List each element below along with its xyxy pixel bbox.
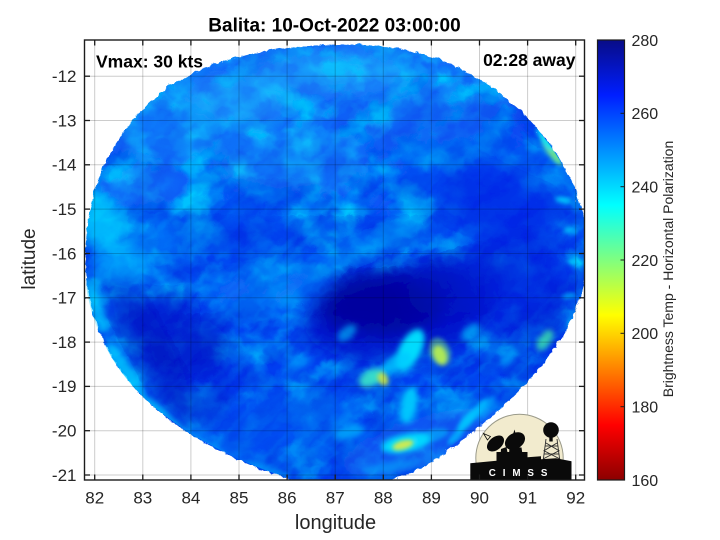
- svg-text:CIMSS: CIMSS: [489, 468, 555, 479]
- svg-text:85: 85: [230, 489, 249, 508]
- svg-text:-19: -19: [52, 377, 77, 396]
- svg-text:-12: -12: [52, 67, 77, 86]
- svg-text:91: 91: [518, 489, 537, 508]
- svg-text:82: 82: [85, 489, 104, 508]
- svg-text:02:28 away: 02:28 away: [483, 50, 576, 70]
- svg-text:Balita: 10-Oct-2022 03:00:00: Balita: 10-Oct-2022 03:00:00: [208, 16, 460, 37]
- svg-text:86: 86: [278, 489, 297, 508]
- svg-text:240: 240: [632, 179, 659, 196]
- svg-text:83: 83: [133, 489, 152, 508]
- svg-text:84: 84: [181, 489, 200, 508]
- svg-text:-14: -14: [52, 156, 77, 175]
- svg-text:Vmax: 30 kts: Vmax: 30 kts: [96, 52, 203, 72]
- svg-text:88: 88: [374, 489, 393, 508]
- svg-text:160: 160: [632, 473, 659, 490]
- svg-text:200: 200: [632, 326, 659, 343]
- svg-text:180: 180: [632, 399, 659, 416]
- svg-text:-16: -16: [52, 244, 77, 263]
- svg-text:90: 90: [470, 489, 489, 508]
- svg-text:latitude: latitude: [19, 228, 40, 289]
- svg-text:-21: -21: [52, 466, 77, 485]
- svg-text:87: 87: [326, 489, 345, 508]
- svg-text:92: 92: [566, 489, 585, 508]
- svg-text:-15: -15: [52, 200, 77, 219]
- svg-text:-20: -20: [52, 422, 77, 441]
- svg-text:89: 89: [422, 489, 441, 508]
- svg-text:longitude: longitude: [295, 512, 376, 534]
- svg-text:Brightness Temp - Horizontal P: Brightness Temp - Horizontal Polarizatio…: [660, 141, 676, 398]
- svg-text:280: 280: [632, 33, 659, 50]
- svg-text:-13: -13: [52, 111, 77, 130]
- svg-text:-18: -18: [52, 333, 77, 352]
- svg-text:220: 220: [632, 253, 659, 270]
- svg-text:-17: -17: [52, 289, 77, 308]
- svg-text:260: 260: [632, 106, 659, 123]
